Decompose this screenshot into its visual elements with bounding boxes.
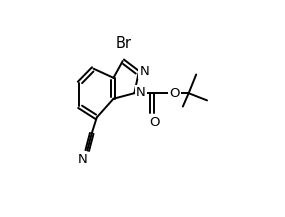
Text: N: N (140, 65, 149, 78)
Text: Br: Br (116, 36, 132, 51)
Text: O: O (149, 116, 159, 129)
Text: O: O (169, 87, 180, 100)
Text: N: N (136, 86, 146, 99)
Text: N: N (78, 153, 88, 166)
